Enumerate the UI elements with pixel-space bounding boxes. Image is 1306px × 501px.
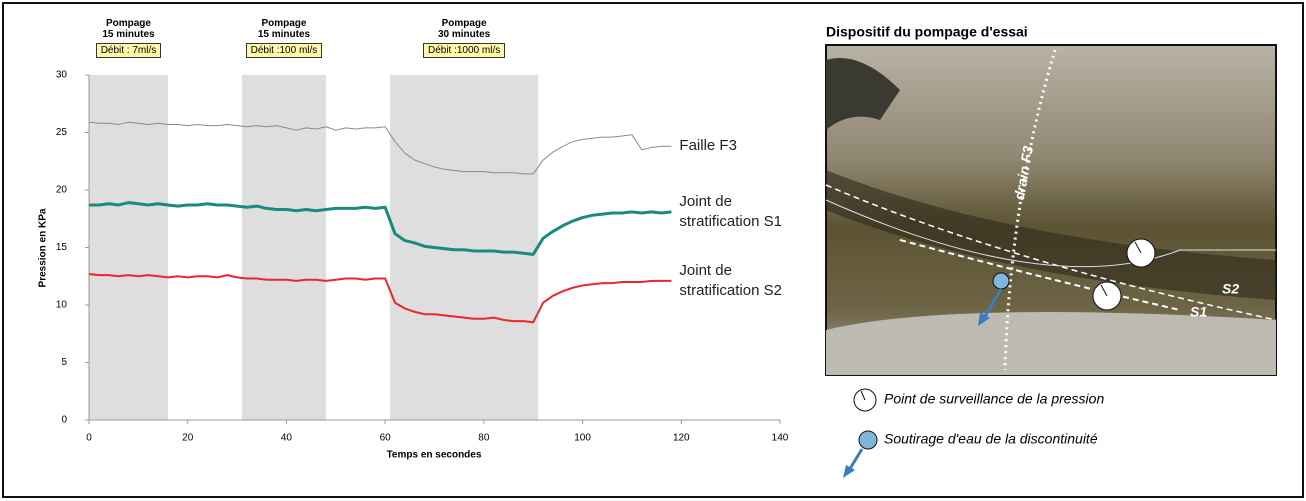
photo-title: Dispositif du pompage d'essai — [826, 24, 1028, 40]
photo-label: S2 — [1222, 281, 1239, 297]
period-label: Pompage 30 minutes Débit :1000 ml/s — [404, 18, 524, 58]
x-tick-label: 60 — [380, 433, 392, 444]
y-axis-label: Pression en KPa — [38, 208, 49, 287]
series-line — [88, 272, 672, 324]
photo-label: S1 — [1190, 304, 1207, 320]
x-tick-label: 80 — [478, 433, 490, 444]
period-title: Pompage — [261, 18, 307, 29]
photo: drain F3 S1 S2 — [825, 44, 1277, 478]
series-label: Faille F3 — [679, 137, 737, 155]
x-tick-label: 100 — [574, 433, 591, 444]
y-tick-label: 10 — [56, 300, 68, 311]
period-title: Pompage — [441, 18, 487, 29]
y-tick-label: 25 — [56, 127, 68, 138]
period-duration: 15 minutes — [102, 29, 155, 40]
x-tick-label: 40 — [281, 433, 293, 444]
period-duration: 15 minutes — [257, 29, 311, 40]
y-tick-label: 0 — [61, 415, 67, 426]
period-duration: 30 minutes — [437, 29, 491, 40]
series-label: Joint de stratification S1 — [679, 192, 782, 230]
y-tick-label: 15 — [56, 242, 68, 253]
series-line — [88, 121, 672, 175]
x-axis-label: Temps en secondes — [387, 450, 482, 461]
photo-legend: Point de surveillance de la pression — [884, 391, 1104, 407]
series-line — [89, 201, 672, 256]
photo-legend: Soutirage d'eau de la discontinuité — [884, 431, 1098, 447]
series-label: Joint de stratification S2 — [679, 261, 782, 299]
x-tick-label: 120 — [673, 433, 690, 444]
x-tick-label: 20 — [182, 433, 194, 444]
y-tick-label: 5 — [61, 357, 67, 368]
y-tick-label: 20 — [56, 185, 68, 196]
x-tick-label: 140 — [772, 433, 789, 444]
period-title: Pompage — [105, 18, 151, 29]
x-tick-label: 0 — [86, 433, 92, 444]
pumping-period — [89, 75, 168, 420]
period-label: Pompage 15 minutes Débit :100 ml/s — [224, 18, 344, 58]
pumping-period — [390, 75, 539, 420]
y-tick-label: 30 — [56, 70, 68, 81]
period-rate: Débit : 7ml/s — [95, 43, 162, 58]
period-rate: Débit :1000 ml/s — [422, 43, 506, 58]
pumping-period — [242, 75, 326, 420]
period-label: Pompage 15 minutes Débit : 7ml/s — [68, 18, 188, 58]
period-rate: Débit :100 ml/s — [245, 43, 323, 58]
